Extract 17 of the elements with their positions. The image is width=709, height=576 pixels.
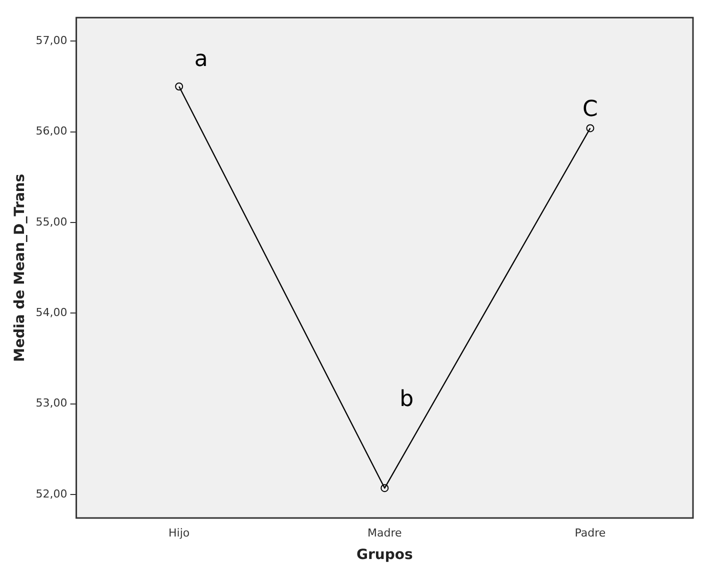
x-tick-label: Padre — [574, 526, 606, 540]
y-tick-label: 52,00 — [36, 487, 68, 500]
point — [586, 124, 594, 132]
x-tick-label: Madre — [368, 526, 402, 540]
y-axis-title: Media de Mean_D_Trans — [12, 174, 28, 362]
annotation: C — [582, 96, 598, 122]
annotation: a — [194, 47, 208, 72]
point — [175, 82, 184, 90]
point — [380, 484, 389, 492]
y-tick-label: 57,00 — [36, 34, 68, 48]
y-tick-label: 55,00 — [36, 215, 68, 228]
x-tick-label: Hijo — [168, 526, 190, 540]
x-axis-title: Grupos — [356, 547, 413, 564]
y-tick-label: 53,00 — [36, 396, 68, 410]
y-tick-label: 56,00 — [36, 124, 68, 138]
y-tick-label: 54,00 — [36, 306, 68, 319]
annotation: b — [400, 386, 414, 412]
